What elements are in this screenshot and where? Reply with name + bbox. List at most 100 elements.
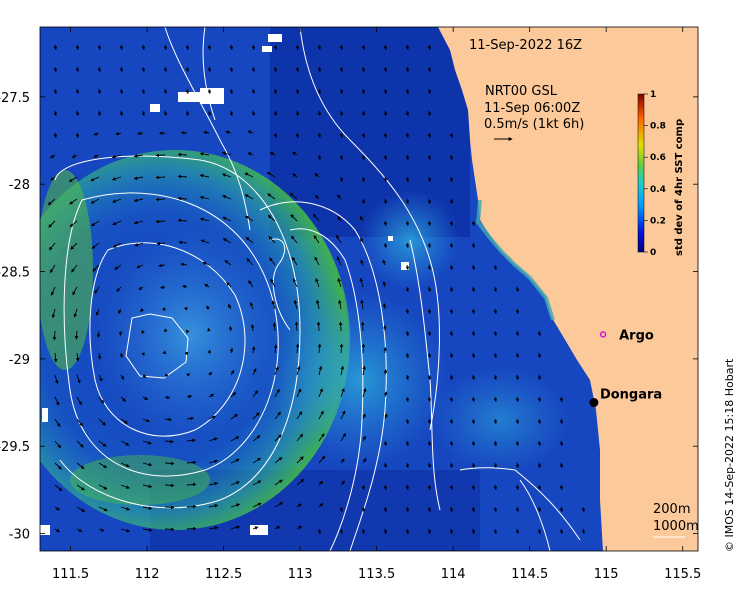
current-vector [76, 374, 81, 384]
current-vector [383, 198, 388, 205]
current-vector [251, 44, 256, 51]
current-vector [317, 132, 322, 139]
current-vector [318, 433, 325, 442]
current-vector [471, 352, 476, 359]
current-vector [228, 303, 232, 310]
current-vector [449, 308, 454, 315]
colorbar-tick-label: 0.6 [650, 153, 666, 163]
current-vector [273, 88, 278, 95]
current-vector [186, 373, 191, 377]
current-vector [94, 286, 100, 294]
current-vector [405, 44, 410, 51]
map-plot-area [40, 27, 698, 551]
current-vector [493, 264, 498, 271]
current-scale-label: 0.5m/s (1kt 6h) [484, 117, 584, 132]
current-vector [537, 396, 542, 403]
place-marker-dongara [589, 398, 599, 408]
current-vector [493, 286, 498, 293]
current-vector [251, 346, 256, 354]
current-vector [405, 374, 410, 381]
current-vector [244, 172, 254, 178]
current-vector [142, 374, 147, 379]
current-vector [97, 352, 102, 360]
current-vector [537, 528, 542, 535]
current-vector [274, 434, 282, 442]
current-vector [267, 214, 276, 222]
current-vector [315, 278, 320, 288]
current-vector [207, 88, 212, 95]
current-vector [359, 215, 364, 222]
current-vector [111, 154, 122, 159]
current-vector [405, 396, 410, 403]
current-vector [559, 440, 564, 447]
current-vector [120, 440, 130, 446]
current-vector [383, 220, 388, 227]
current-vector [405, 484, 410, 491]
current-vector [317, 110, 322, 117]
current-vector [361, 44, 366, 51]
current-vector [53, 110, 58, 117]
current-vector [559, 462, 564, 469]
current-vector [252, 368, 257, 376]
depth-label-200m: 200m [653, 502, 690, 517]
current-vector [207, 110, 212, 117]
current-vector [208, 526, 219, 530]
current-vector [53, 66, 58, 73]
current-vector [274, 411, 281, 420]
current-vector [537, 484, 542, 491]
current-vector [493, 352, 498, 359]
current-vector [90, 198, 100, 204]
current-vector [449, 330, 454, 337]
current-vector [360, 299, 364, 310]
current-vector [383, 154, 388, 161]
current-vector [449, 286, 454, 293]
current-vector [177, 174, 188, 179]
current-vector [559, 484, 564, 491]
current-vector [142, 484, 153, 489]
current-vector [449, 264, 454, 271]
current-vector [270, 278, 276, 288]
current-vector [493, 330, 498, 337]
current-vector [141, 44, 146, 51]
current-vector [164, 439, 174, 444]
current-vector [405, 286, 410, 293]
current-vector [199, 174, 210, 178]
current-vector [252, 480, 262, 486]
current-vector [361, 343, 366, 354]
place-label-dongara: Dongara [600, 388, 662, 403]
current-vector [207, 349, 211, 354]
current-vector [272, 322, 277, 332]
eddy-core [95, 230, 285, 440]
current-vector [98, 506, 108, 512]
current-vector [360, 237, 364, 244]
current-vector [449, 396, 454, 403]
current-vector [317, 88, 322, 95]
current-vector [427, 528, 432, 535]
current-vector [291, 256, 298, 266]
current-vector [230, 436, 240, 442]
current-vector [164, 505, 175, 510]
current-vector [339, 528, 344, 535]
current-vector [98, 396, 105, 404]
current-vector [338, 299, 342, 310]
current-vector [274, 366, 279, 376]
current-vector [71, 154, 78, 158]
current-vector [51, 308, 56, 319]
current-vector [163, 88, 168, 95]
current-vector [449, 220, 454, 227]
current-vector [98, 462, 108, 469]
current-vector [296, 503, 302, 508]
current-vector [208, 459, 219, 464]
current-vector [361, 154, 366, 161]
current-vector [248, 280, 254, 288]
current-vector [246, 258, 254, 266]
current-vector [405, 242, 410, 249]
current-vector [382, 259, 386, 266]
current-vector [230, 525, 241, 530]
current-vector [230, 369, 235, 376]
current-vector [119, 66, 124, 73]
current-vector [449, 176, 454, 183]
current-vector [383, 176, 388, 183]
current-vector [493, 462, 498, 469]
current-vector [318, 455, 326, 464]
